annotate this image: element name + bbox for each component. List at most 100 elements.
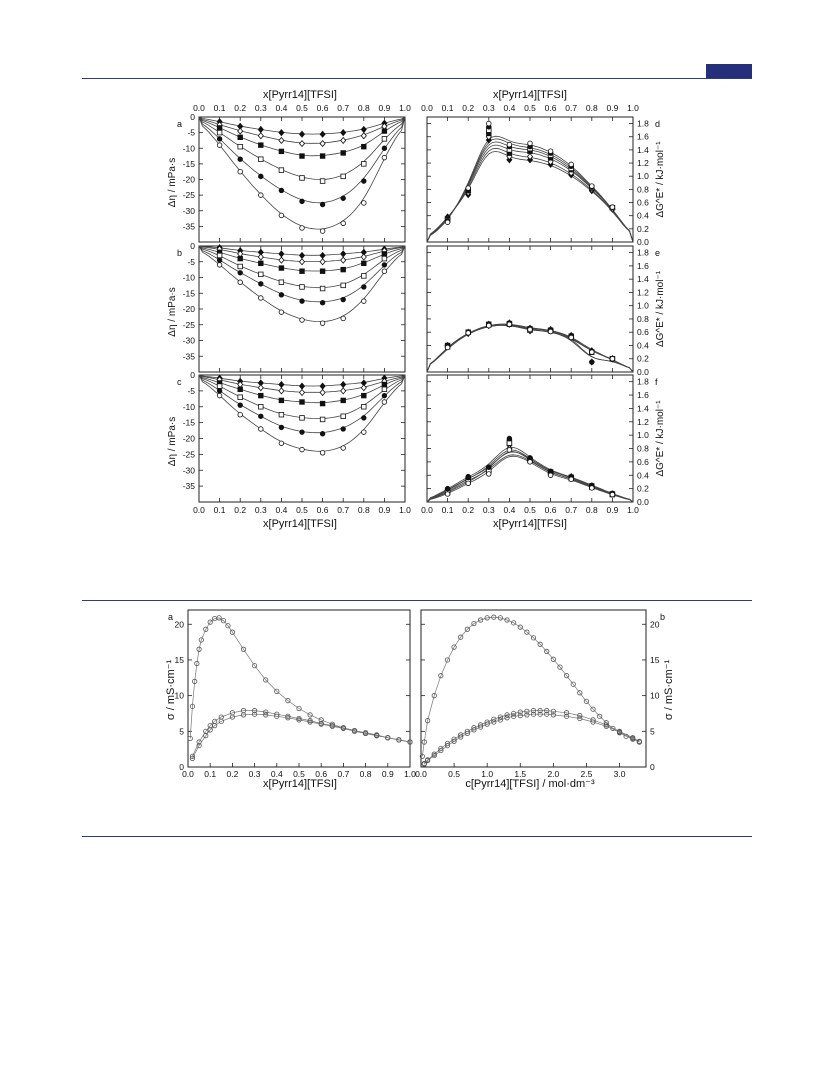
data-point-c: [340, 445, 346, 451]
xtick-label-a2: 0.2: [226, 769, 238, 779]
ytick-label-e: 0.0: [637, 367, 649, 377]
ytick-label-c: -30: [183, 465, 196, 475]
data-point-f: [465, 473, 471, 480]
xtick-label-bottom-c: 0.1: [214, 505, 226, 515]
data-point-b: [381, 262, 388, 268]
data-point-c: [361, 429, 367, 435]
data-point-a2: [396, 737, 402, 743]
data-point-a: [319, 201, 326, 208]
data-point-a: [340, 173, 346, 180]
data-point-b: [361, 273, 367, 279]
xtick-label-top-a: 0.1: [214, 103, 226, 113]
xtick-label-top-d: 0.3: [483, 103, 495, 113]
data-point-e: [589, 349, 595, 355]
data-point-b: [361, 298, 367, 304]
data-point-b: [237, 263, 243, 270]
ytick-label-d: 0.6: [637, 198, 649, 208]
data-point-a2: [229, 629, 235, 635]
ytick-label-c: 0: [190, 370, 195, 380]
data-point-b: [340, 282, 346, 289]
data-point-a2: [374, 732, 380, 739]
data-point-a: [361, 161, 367, 167]
data-point-c: [299, 446, 305, 453]
panel-letter-d: d: [655, 119, 660, 129]
xtick-label-top-a: 0.3: [255, 103, 267, 113]
data-point-c: [319, 450, 326, 456]
data-point-a: [360, 132, 367, 140]
ytick-label-b: -5: [187, 257, 195, 267]
data-point-c: [278, 380, 285, 389]
data-point-a2: [296, 705, 302, 712]
data-point-a: [299, 175, 305, 181]
data-point-c: [319, 388, 326, 397]
data-point-f: [444, 485, 451, 492]
data-point-d: [568, 161, 574, 168]
data-point-c: [216, 388, 223, 394]
fig1-top-xlabel-left: x[Pyrr14][TFSI]: [263, 89, 337, 101]
data-point-c: [381, 392, 388, 399]
ytick-label-e: 0.6: [637, 327, 649, 337]
xtick-label-b2: 2.0: [547, 769, 559, 779]
data-point-b2: [504, 712, 510, 718]
xtick-label-bottom-c: 0.2: [234, 505, 246, 515]
ytick-label-a2: 15: [175, 655, 185, 665]
data-point-b: [237, 279, 243, 285]
data-point-b2: [504, 617, 510, 623]
data-point-b2: [438, 747, 444, 754]
ytick-label-a2: 0: [179, 762, 184, 772]
panel-frame-a2: [187, 609, 411, 768]
data-point-b2: [597, 713, 603, 719]
ytick-label-b2: 0: [650, 762, 655, 772]
data-point-b2: [557, 664, 563, 670]
ytick-label-a2: 20: [175, 619, 185, 629]
data-point-c: [340, 380, 347, 389]
ytick-label-e: 0.2: [637, 354, 649, 364]
data-point-b2: [550, 708, 556, 714]
data-point-b2: [497, 714, 504, 720]
data-point-b2: [438, 673, 444, 679]
data-point-c: [237, 402, 243, 408]
data-point-c: [216, 392, 223, 399]
fig2-xlabel-right: c[Pyrr14][TFSI] / mol·dm⁻³: [465, 778, 595, 790]
data-point-b: [299, 268, 305, 274]
data-point-b: [340, 315, 346, 322]
data-point-a: [257, 125, 264, 134]
xtick-label-bottom-c: 0.0: [193, 505, 205, 515]
data-point-f: [444, 491, 451, 497]
ylabel-c: Δη / mPa·s: [167, 417, 178, 466]
data-point-b2: [425, 718, 431, 724]
data-point-a: [360, 125, 367, 134]
data-point-a: [381, 145, 388, 151]
data-point-a2: [351, 728, 358, 734]
ytick-label-f: 0.0: [637, 497, 649, 507]
data-point-b: [216, 262, 223, 268]
data-point-b: [340, 256, 347, 264]
data-point-b2: [530, 711, 537, 717]
data-point-c: [340, 387, 347, 395]
fig2-ylabel-right: σ / mS·cm⁻¹: [663, 660, 675, 721]
data-point-b2: [444, 742, 451, 749]
data-point-b: [361, 260, 367, 267]
data-point-c: [298, 388, 306, 397]
data-point-a: [298, 139, 306, 148]
data-point-b2: [517, 624, 523, 630]
data-point-c: [361, 392, 367, 399]
data-point-a2: [407, 739, 413, 745]
data-point-c: [237, 386, 243, 392]
data-point-d: [526, 152, 534, 161]
data-point-b2: [524, 708, 530, 714]
data-point-e: [486, 322, 492, 329]
ytick-label-b2: 5: [650, 726, 655, 736]
data-point-b2: [537, 641, 543, 647]
data-point-b2: [563, 673, 570, 679]
data-point-a: [361, 200, 367, 206]
data-point-f: [486, 464, 492, 470]
data-point-a2: [229, 714, 235, 720]
data-point-a2: [285, 698, 291, 704]
data-point-d: [506, 141, 513, 148]
data-point-a: [340, 150, 346, 156]
xtick-label-top-d: 0.8: [586, 103, 598, 113]
ytick-label-e: 1.2: [637, 287, 649, 297]
data-point-c: [340, 413, 346, 419]
